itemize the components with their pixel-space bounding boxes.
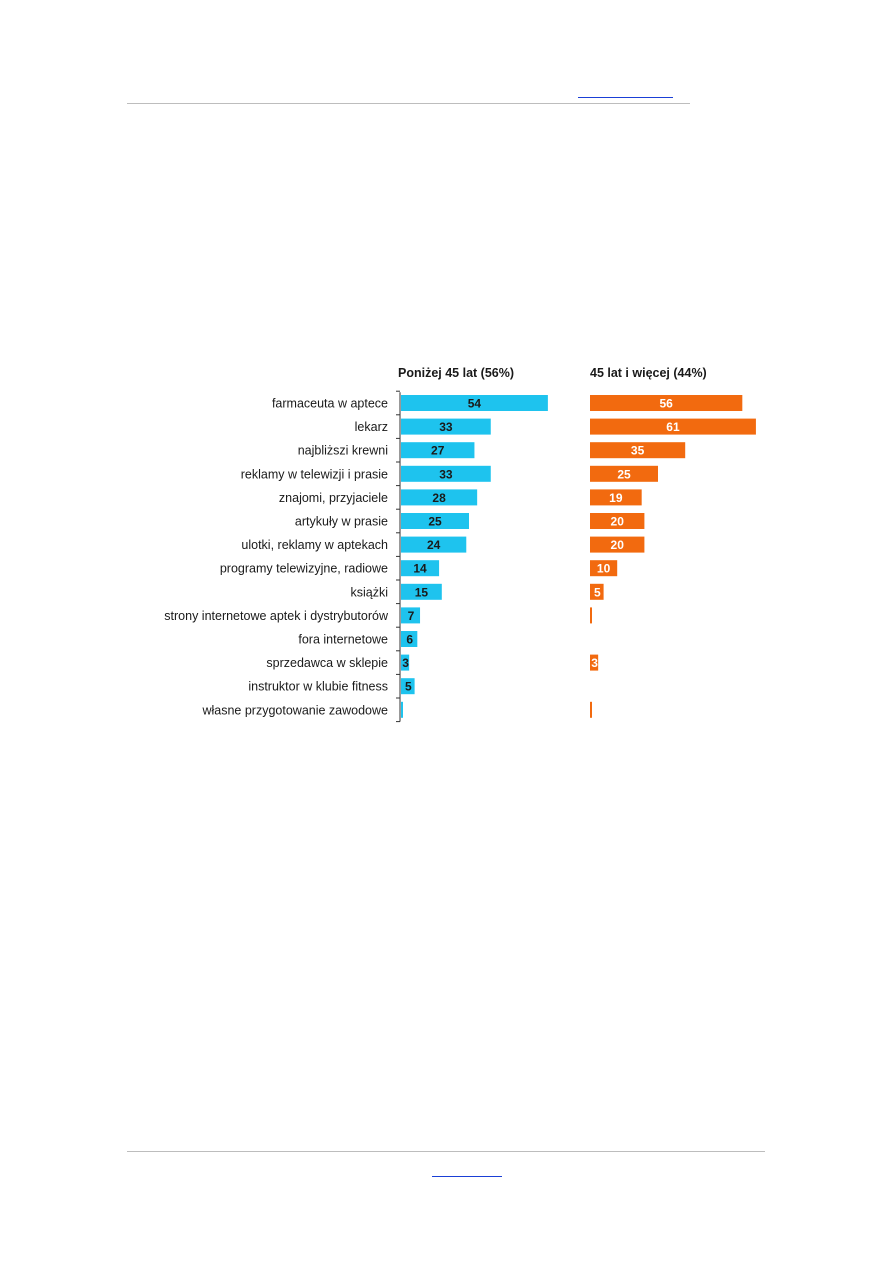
bar-45-plus — [590, 536, 645, 553]
bar-under-45 — [401, 678, 415, 695]
bar-under-45 — [401, 442, 475, 459]
footer-rule — [127, 1151, 765, 1152]
bar-under-45 — [401, 654, 410, 671]
data-label: 24 — [427, 538, 441, 552]
bar-45-plus — [590, 607, 592, 624]
data-label: 25 — [428, 515, 442, 529]
bar-under-45 — [401, 395, 548, 411]
data-label: 25 — [617, 467, 631, 481]
series-header-45-plus: 45 lat i więcej (44%) — [590, 366, 707, 380]
data-label: 7 — [408, 609, 415, 623]
data-label: 14 — [413, 562, 427, 576]
bar-45-plus — [590, 489, 642, 506]
bar-under-45 — [401, 465, 491, 482]
bar-45-plus — [590, 418, 756, 435]
category-label: ulotki, reklamy w aptekach — [241, 538, 388, 552]
bar-under-45 — [401, 418, 491, 435]
category-label: programy telewizyjne, radiowe — [220, 562, 388, 576]
data-label: 3 — [402, 656, 409, 670]
bar-under-45 — [401, 513, 469, 529]
bar-under-45 — [401, 536, 467, 553]
category-label: własne przygotowanie zawodowe — [201, 703, 388, 717]
category-label: artykuły w prasie — [295, 515, 388, 529]
bar-45-plus — [590, 560, 618, 577]
data-label: 10 — [597, 562, 611, 576]
bar-under-45 — [401, 701, 403, 718]
category-label: najbliższi krewni — [298, 444, 388, 458]
category-label: książki — [350, 585, 388, 599]
data-label: 20 — [611, 538, 625, 552]
bar-45-plus — [590, 654, 599, 671]
header-rule — [127, 103, 690, 104]
data-label: 6 — [406, 633, 413, 647]
data-label: 15 — [415, 585, 429, 599]
category-label: fora internetowe — [298, 633, 388, 647]
bar-45-plus — [590, 701, 592, 718]
footer-link-underline[interactable] — [432, 1176, 502, 1177]
data-label: 19 — [609, 491, 623, 505]
data-label: 33 — [439, 467, 453, 481]
data-label: 33 — [439, 420, 453, 434]
bar-under-45 — [401, 489, 478, 506]
category-label: farmaceuta w aptece — [272, 397, 388, 411]
bar-45-plus — [590, 465, 658, 482]
bar-under-45 — [401, 583, 442, 600]
category-label: sprzedawca w sklepie — [266, 656, 388, 670]
data-label: 3 — [591, 656, 598, 670]
bar-under-45 — [401, 631, 418, 647]
category-label: znajomi, przyjaciele — [279, 491, 388, 505]
bar-under-45 — [401, 607, 421, 624]
bar-45-plus — [590, 442, 686, 459]
data-label: 5 — [405, 680, 412, 694]
category-label: lekarz — [355, 420, 388, 434]
data-label: 61 — [666, 420, 680, 434]
data-label: 54 — [468, 397, 482, 411]
data-label: 27 — [431, 444, 445, 458]
data-label: 5 — [594, 585, 601, 599]
category-label: instruktor w klubie fitness — [248, 680, 388, 694]
header-link-underline[interactable] — [578, 97, 673, 98]
bar-45-plus — [590, 513, 645, 529]
category-label: strony internetowe aptek i dystrybutorów — [164, 609, 389, 623]
data-label: 35 — [631, 444, 645, 458]
bar-45-plus — [590, 395, 743, 411]
data-label: 20 — [611, 515, 625, 529]
data-label: 28 — [432, 491, 446, 505]
bar-45-plus — [590, 583, 604, 600]
bar-under-45 — [401, 560, 440, 577]
category-label: reklamy w telewizji i prasie — [241, 467, 388, 481]
series-header-under-45: Poniżej 45 lat (56%) — [398, 366, 514, 380]
data-label: 56 — [659, 397, 673, 411]
